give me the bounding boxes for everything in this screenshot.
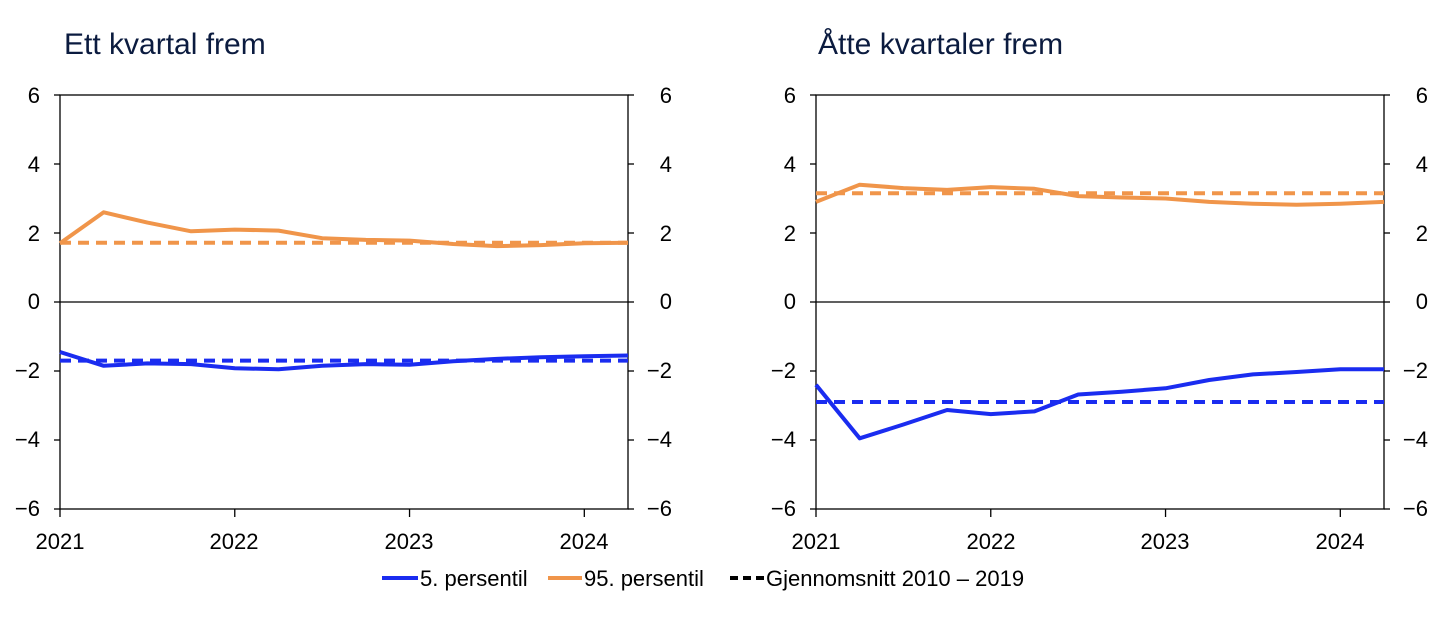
y-tick-label: 4 — [784, 152, 796, 177]
y-tick-label: 2 — [660, 221, 672, 246]
chart-panel-right: Åtte kvartaler frem 6 4 2 0 −2 −4 −6 6 4… — [771, 28, 1428, 554]
series-line-p5 — [814, 367, 1384, 441]
legend-label-p5: 5. persentil — [420, 566, 528, 591]
legend: 5. persentil 95. persentil Gjennomsnitt … — [382, 566, 1024, 591]
series-line-p95 — [815, 182, 1385, 207]
y-tick-label: 6 — [660, 83, 672, 108]
x-tick-label: 2021 — [36, 529, 85, 554]
x-ticks-panel-right: 2021 2022 2023 2024 — [792, 529, 1365, 554]
y-tick-label: −6 — [647, 496, 672, 521]
y-tick-label: −2 — [15, 358, 40, 383]
y-tick-label: 6 — [28, 83, 40, 108]
x-tick-label: 2022 — [210, 529, 259, 554]
y-tick-label: 0 — [660, 289, 672, 314]
legend-label-mean: Gjennomsnitt 2010 – 2019 — [766, 566, 1024, 591]
y-tick-label: 0 — [1416, 289, 1428, 314]
x-tick-label: 2023 — [385, 529, 434, 554]
y-tick-label: 6 — [784, 83, 796, 108]
y-tick-label: 0 — [784, 289, 796, 314]
y-tick-label: 4 — [660, 152, 672, 177]
y-tick-label: −4 — [647, 427, 672, 452]
y-tick-label: −6 — [15, 496, 40, 521]
y-tick-label: −4 — [15, 427, 40, 452]
y-tick-label: −2 — [647, 358, 672, 383]
y-tick-label: 4 — [28, 152, 40, 177]
plot-area-right — [810, 94, 1390, 517]
y-tick-label: −6 — [1403, 496, 1428, 521]
y-tick-label: 2 — [28, 221, 40, 246]
x-tick-label: 2024 — [560, 529, 609, 554]
x-tick-label: 2023 — [1141, 529, 1190, 554]
y-tick-label: −2 — [1403, 358, 1428, 383]
y-ticks-right-panel-right: 6 4 2 0 −2 −4 −6 — [1403, 83, 1428, 521]
y-ticks-left-panel-right: 6 4 2 0 −2 −4 −6 — [771, 83, 796, 521]
legend-label-p95: 95. persentil — [584, 566, 704, 591]
panel-title-right: Åtte kvartaler frem — [818, 28, 1063, 61]
panel-title-left: Ett kvartal frem — [64, 28, 266, 61]
y-tick-label: 0 — [28, 289, 40, 314]
y-ticks-left-panel-left: 6 4 2 0 −2 −4 −6 — [15, 83, 40, 521]
chart-panel-left: Ett kvartal frem 6 4 2 0 −2 −4 −6 6 4 2 … — [15, 28, 672, 554]
x-tick-label: 2024 — [1316, 529, 1365, 554]
x-tick-label: 2021 — [792, 529, 841, 554]
y-tick-label: 2 — [1416, 221, 1428, 246]
y-tick-label: 4 — [1416, 152, 1428, 177]
y-tick-label: −2 — [771, 358, 796, 383]
x-ticks-panel-left: 2021 2022 2023 2024 — [36, 529, 609, 554]
y-tick-label: −4 — [1403, 427, 1428, 452]
y-ticks-right-panel-left: 6 4 2 0 −2 −4 −6 — [647, 83, 672, 521]
y-tick-label: −4 — [771, 427, 796, 452]
series-line-p5 — [59, 350, 629, 372]
plot-area-left — [54, 94, 634, 517]
y-tick-label: −6 — [771, 496, 796, 521]
y-tick-label: 2 — [784, 221, 796, 246]
series-line-p95 — [58, 210, 629, 249]
x-tick-label: 2022 — [967, 529, 1016, 554]
y-tick-label: 6 — [1416, 83, 1428, 108]
